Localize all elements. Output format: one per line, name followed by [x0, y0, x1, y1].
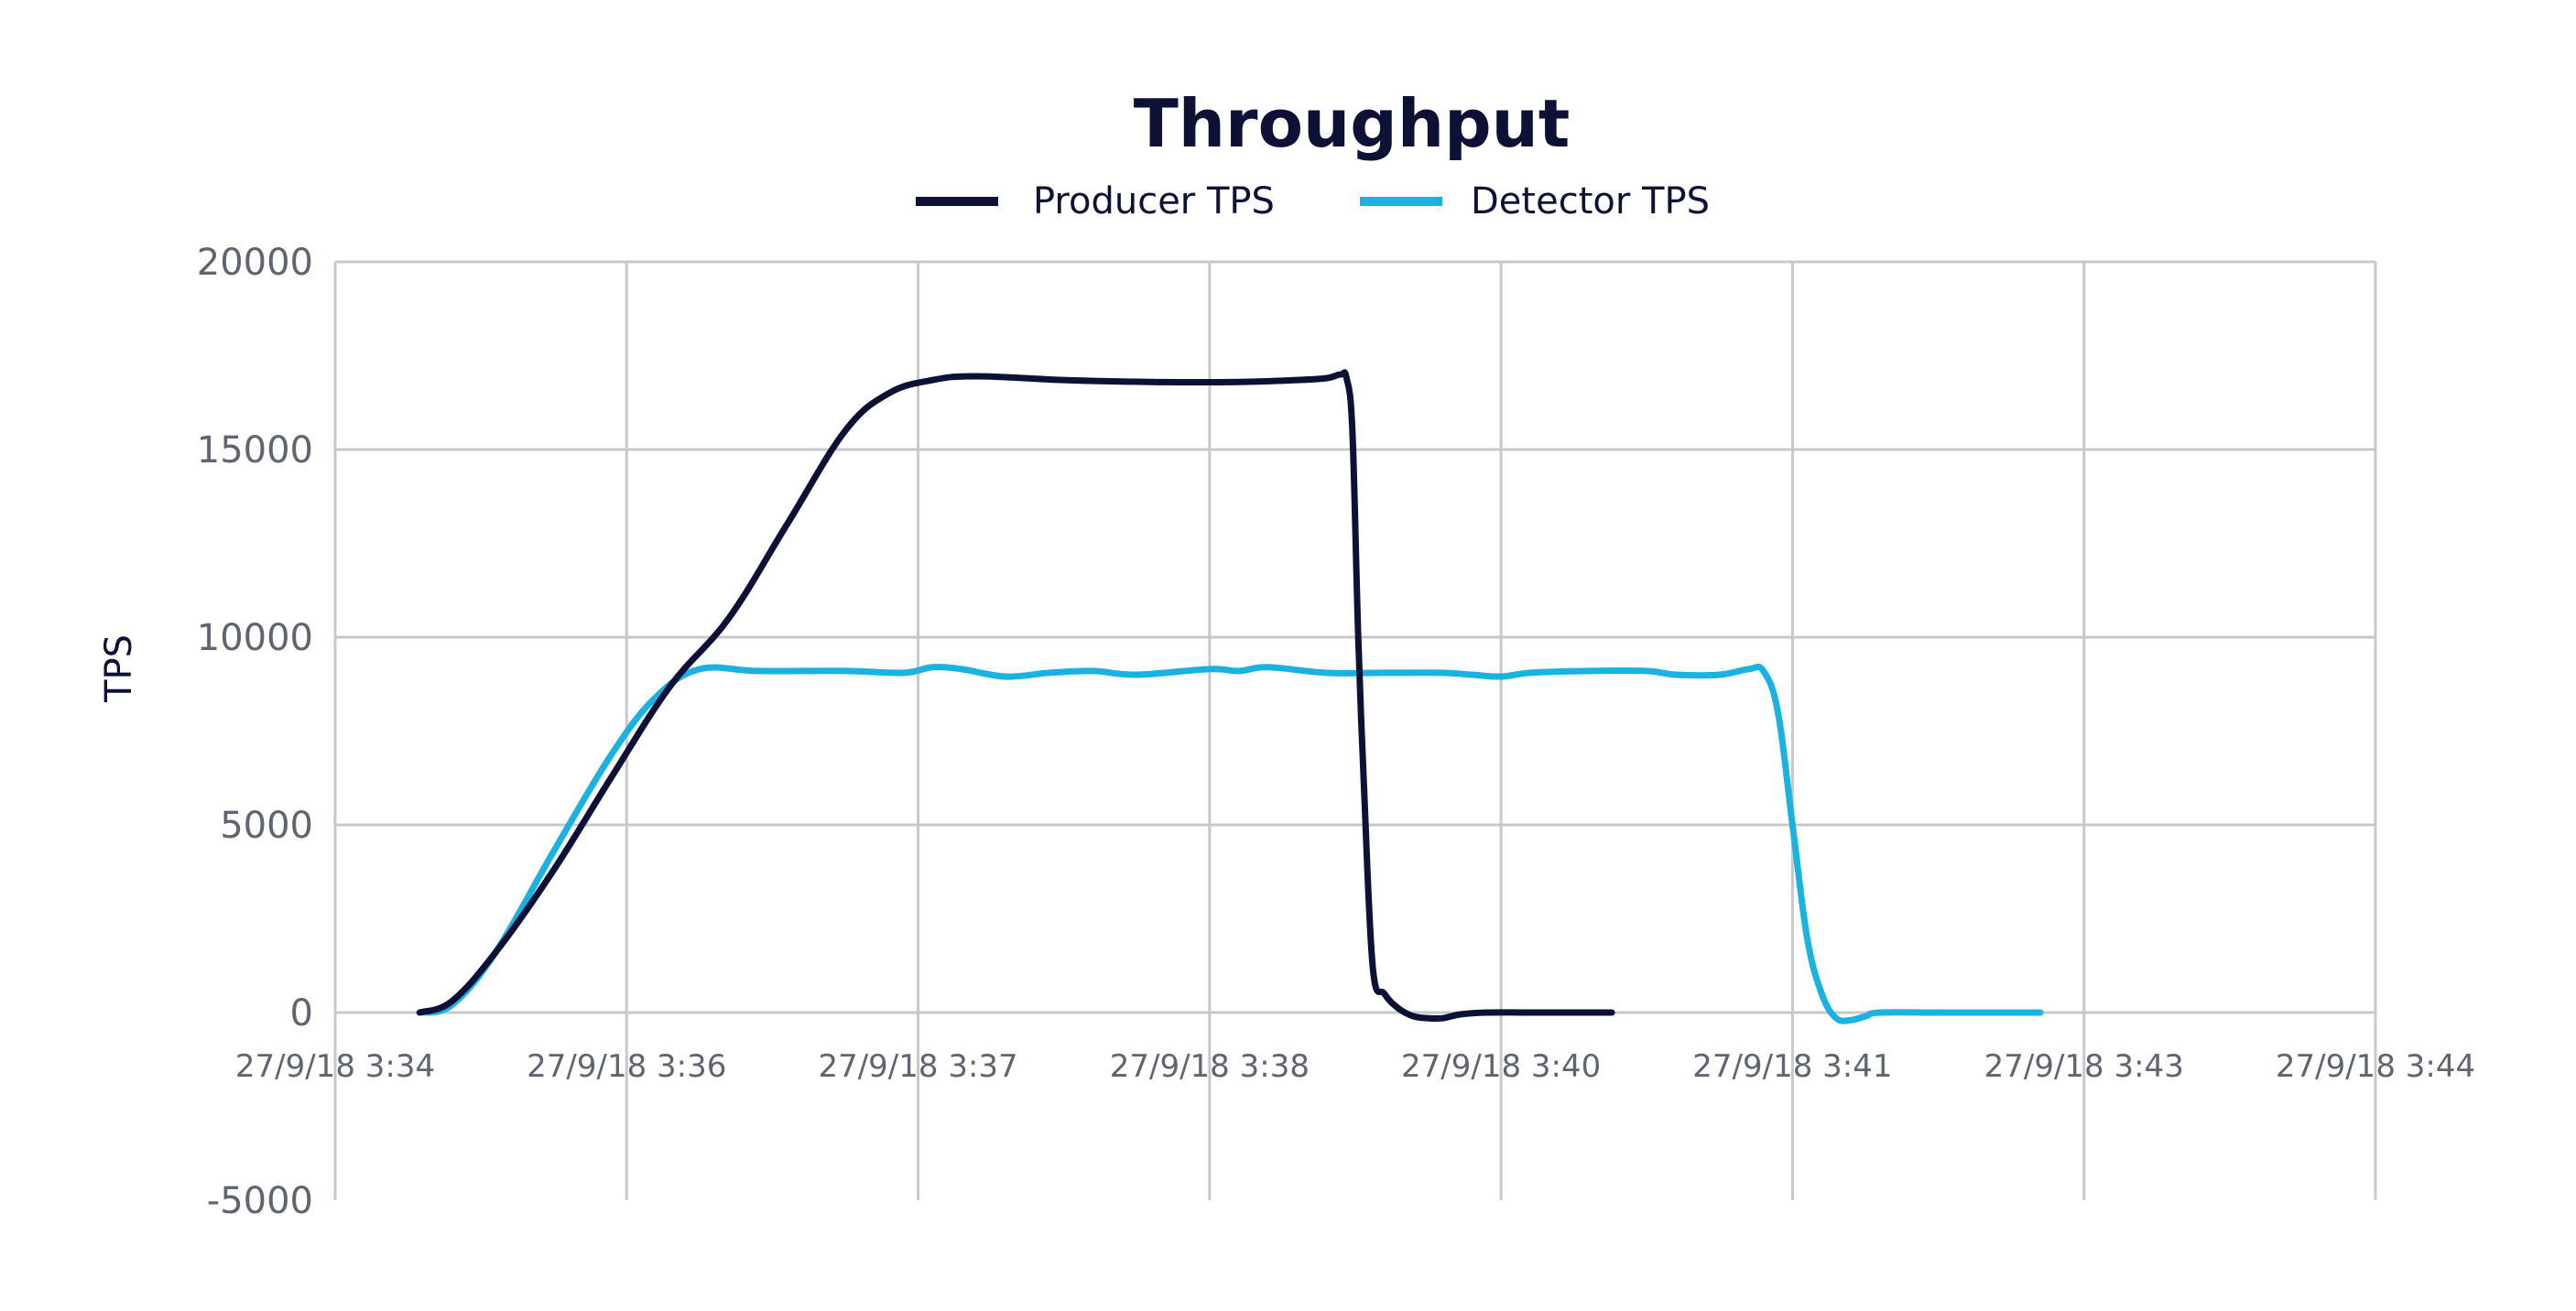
series-line-producer-tps [416, 369, 1615, 1023]
legend-label-detector: Detector TPS [1471, 180, 1710, 222]
y-tick-label: -5000 [207, 1180, 313, 1222]
legend-item-producer[interactable]: Producer TPS [916, 180, 1275, 222]
x-tick-label: 27/9/18 3:34 [235, 1048, 435, 1085]
legend-label-producer: Producer TPS [1033, 180, 1275, 222]
x-tick-label: 27/9/18 3:43 [1984, 1048, 2184, 1085]
y-axis-label: TPS [98, 634, 140, 703]
legend: Producer TPS Detector TPS [916, 180, 1710, 222]
y-tick-label: 5000 [220, 805, 313, 847]
legend-item-detector[interactable]: Detector TPS [1360, 180, 1710, 222]
x-tick-label: 27/9/18 3:36 [527, 1048, 726, 1085]
x-tick-label: 27/9/18 3:41 [1692, 1048, 1892, 1085]
x-tick-label: 27/9/18 3:38 [1110, 1048, 1310, 1085]
x-tick-label: 27/9/18 3:40 [1401, 1048, 1601, 1085]
y-tick-label: 20000 [197, 242, 313, 284]
y-tick-label: 0 [290, 992, 313, 1035]
y-tick-label: 15000 [197, 429, 313, 471]
y-axis-ticks: 20000 15000 10000 5000 0 -5000 [197, 242, 313, 1222]
x-axis-ticks: 27/9/18 3:34 27/9/18 3:36 27/9/18 3:37 27/9… [235, 1048, 2475, 1085]
y-tick-label: 10000 [197, 617, 313, 659]
series-line-detector-tps [416, 663, 2044, 1024]
x-tick-label: 27/9/18 3:37 [818, 1048, 1017, 1085]
x-tick-label: 27/9/18 3:44 [2276, 1048, 2475, 1085]
series [416, 369, 2044, 1024]
chart-title: Throughput [1134, 85, 1571, 162]
